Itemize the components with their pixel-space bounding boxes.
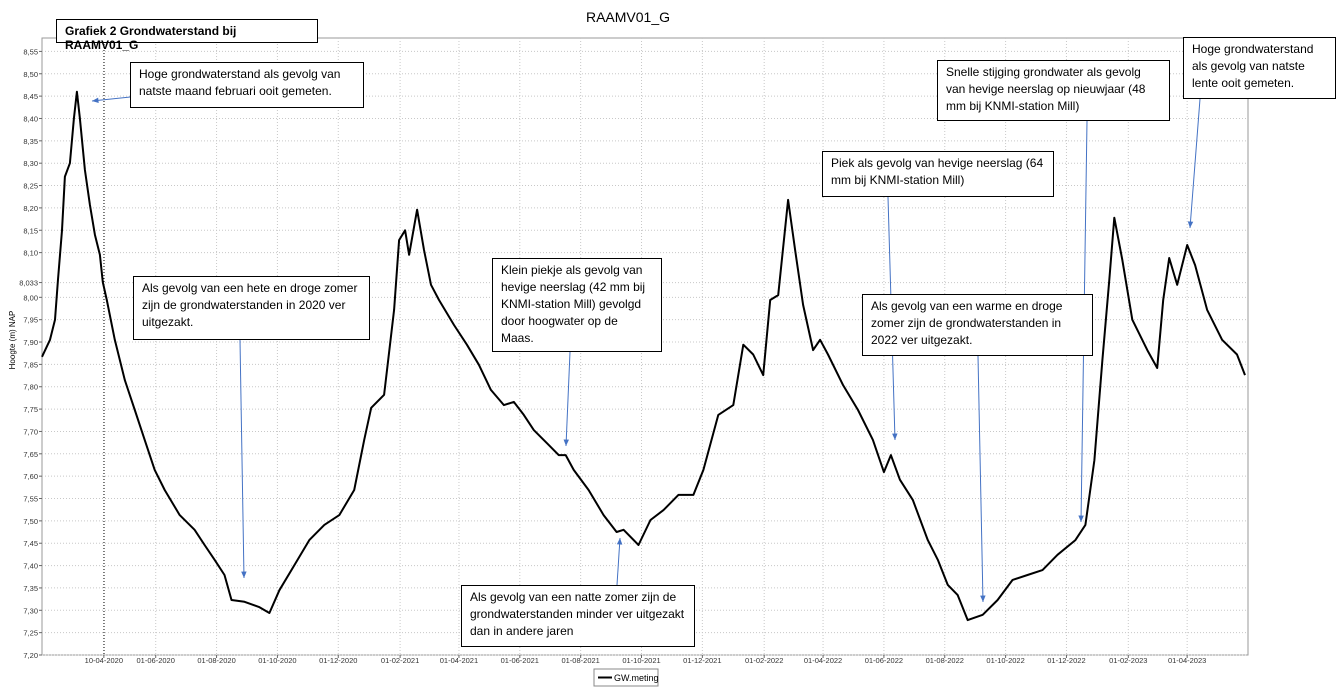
x-tick-label: 01-10-2021 <box>622 656 660 665</box>
y-tick-label: 7,30 <box>23 606 38 615</box>
y-tick-label: 8,45 <box>23 92 38 101</box>
y-tick-label: 8,15 <box>23 226 38 235</box>
arrow-head <box>241 571 247 578</box>
arrow-head <box>980 595 986 602</box>
annotation-arrow <box>1189 98 1201 229</box>
y-tick-label: 7,95 <box>23 316 38 325</box>
y-axis-label: Hoogte (m) NAP <box>8 311 17 370</box>
y-tick-label: 8,20 <box>23 204 38 213</box>
y-tick-label: 7,60 <box>23 472 38 481</box>
annotation: Piek als gevolg van hevige neerslag (64 … <box>822 151 1054 197</box>
x-tick-label: 01-02-2023 <box>1109 656 1147 665</box>
annotation-arrow <box>977 355 984 603</box>
y-tick-label: 7,70 <box>23 427 38 436</box>
y-tick-label: 7,25 <box>23 629 38 638</box>
y-tick-label: 7,55 <box>23 495 38 504</box>
x-tick-label: 10-04-2020 <box>85 656 123 665</box>
y-tick-label: 8,50 <box>23 70 38 79</box>
legend-label: GW.meting <box>614 673 659 683</box>
y-tick-label: 8,55 <box>23 47 38 56</box>
x-tick-label: 01-10-2022 <box>986 656 1024 665</box>
y-tick-label: 8,35 <box>23 137 38 146</box>
y-tick-label: 8,25 <box>23 182 38 191</box>
annotation: Klein piekje als gevolg van hevige neers… <box>492 258 662 352</box>
chart-title: RAAMV01_G <box>586 9 670 25</box>
data-line <box>41 90 1246 622</box>
x-tick-label: 01-06-2022 <box>865 656 903 665</box>
annotation: Als gevolg van een hete en droge zomer z… <box>133 276 370 340</box>
x-tick-label: 01-04-2021 <box>440 656 478 665</box>
y-tick-label: 7,45 <box>23 539 38 548</box>
annotation: Als gevolg van een natte zomer zijn de g… <box>461 585 695 647</box>
annotation: Snelle stijging grondwater als gevolg va… <box>937 60 1170 121</box>
marks <box>41 90 1246 622</box>
y-tick-label: 7,75 <box>23 405 38 414</box>
y-tick-label: 7,40 <box>23 562 38 571</box>
annotation: Hoge grondwaterstand als gevolg van nats… <box>130 62 364 108</box>
x-tick-label: 01-02-2021 <box>381 656 419 665</box>
y-tick-label: 7,85 <box>23 360 38 369</box>
y-tick-label: 7,80 <box>23 383 38 392</box>
y-tick-label: 8,10 <box>23 249 38 258</box>
arrow-head <box>616 538 623 545</box>
x-tick-label: 01-04-2022 <box>804 656 842 665</box>
x-tick-label: 01-02-2022 <box>745 656 783 665</box>
x-tick-label: 01-12-2020 <box>319 656 357 665</box>
x-tick-label: 01-08-2021 <box>561 656 599 665</box>
annotation-arrow <box>616 537 621 586</box>
annotation-arrow <box>239 339 245 579</box>
y-tick-label: 7,35 <box>23 584 38 593</box>
arrow-head <box>1078 515 1084 522</box>
annotation: Als gevolg van een warme en droge zomer … <box>862 294 1093 356</box>
x-tick-label: 01-06-2021 <box>501 656 539 665</box>
chart-subtitle: Grafiek 2 Grondwaterstand bij RAAMV01_G <box>56 19 318 52</box>
y-tick-label: 7,65 <box>23 450 38 459</box>
y-tick-label: 8,00 <box>23 293 38 302</box>
arrow-head <box>1187 221 1194 228</box>
y-tick-label: 8,40 <box>23 114 38 123</box>
annotation: Hoge grondwaterstand als gevolg van nats… <box>1183 37 1336 99</box>
y-tick-label: 8,30 <box>23 159 38 168</box>
x-tick-label: 01-04-2023 <box>1168 656 1206 665</box>
arrow-head <box>892 433 898 440</box>
x-tick-label: 01-06-2020 <box>137 656 175 665</box>
y-tick-label: 7,50 <box>23 517 38 526</box>
arrow-head <box>563 439 569 446</box>
x-tick-label: 01-08-2022 <box>926 656 964 665</box>
y-tick-label: 7,20 <box>23 651 38 660</box>
x-tick-label: 01-12-2021 <box>683 656 721 665</box>
annotation-arrow <box>565 351 571 447</box>
y-tick-label: 8,033 <box>19 279 38 288</box>
x-tick-label: 01-10-2020 <box>258 656 296 665</box>
arrow-head <box>92 97 99 104</box>
legend-box <box>593 668 659 687</box>
x-tick-label: 01-08-2020 <box>197 656 235 665</box>
x-tick-label: 01-12-2022 <box>1047 656 1085 665</box>
y-tick-label: 7,90 <box>23 338 38 347</box>
